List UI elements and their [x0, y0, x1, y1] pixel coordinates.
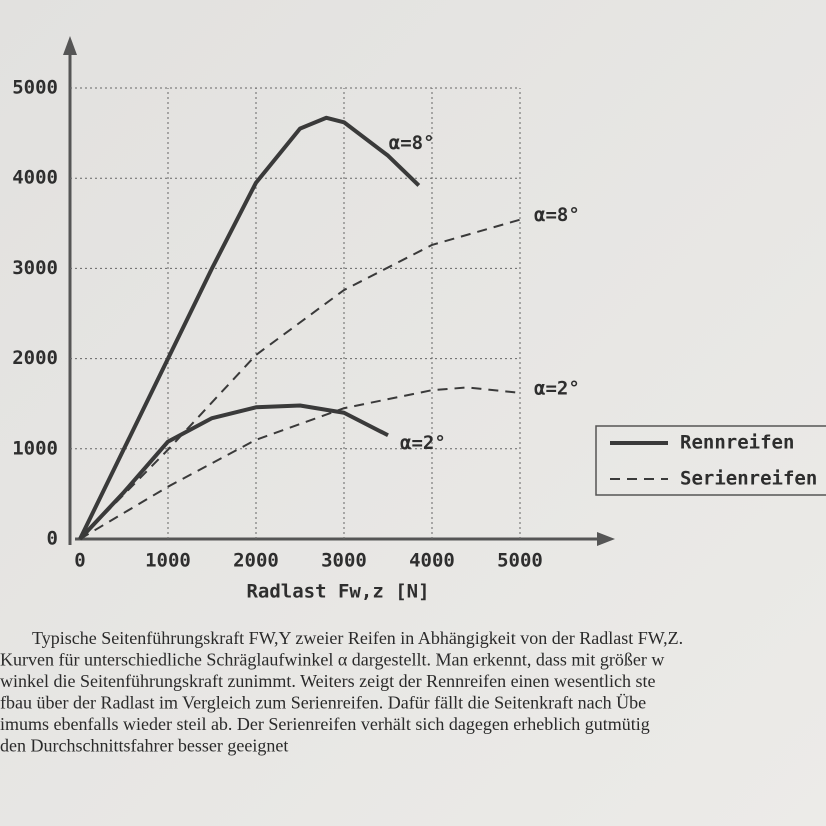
line: [78, 115, 421, 540]
series-annotation: α=8°: [389, 132, 435, 154]
legend-label: Rennreifen: [680, 432, 794, 454]
y-tick-label: 1000: [12, 437, 58, 459]
caption-line: Typische Seitenführungskraft FW,Y zweier…: [32, 628, 683, 648]
line: [79, 218, 521, 540]
series-annotation: α=2°: [400, 432, 446, 454]
caption-line: den Durchschnittsfahrer besser geeignet: [0, 736, 288, 756]
x-tick-label: 2000: [233, 550, 279, 572]
x-tick-label: 3000: [321, 550, 367, 572]
caption-line: imums ebenfalls wieder steil ab. Der Ser…: [0, 714, 650, 734]
series-annotation: α=2°: [534, 377, 580, 399]
caption-line: fbau über der Radlast im Vergleich zum S…: [0, 693, 646, 713]
y-tick-label: 4000: [12, 167, 58, 189]
x-arrow: [597, 532, 615, 546]
y-tick-label: 5000: [12, 77, 58, 99]
y-tick-label: 2000: [12, 347, 58, 369]
caption-line: Kurven für unterschiedliche Schräglaufwi…: [0, 650, 664, 670]
y-arrow: [63, 36, 77, 55]
x-tick-label: 4000: [409, 550, 455, 572]
legend-box: [595, 425, 826, 496]
line: [78, 403, 389, 541]
y-tick-label: 3000: [12, 257, 58, 279]
legend-label: Serienreifen: [680, 468, 817, 490]
x-tick-label: 0: [74, 550, 85, 572]
y-tick-label: 0: [47, 528, 58, 550]
x-tick-label: 1000: [145, 550, 191, 572]
series-annotation: α=8°: [534, 204, 580, 226]
x-tick-label: 5000: [497, 550, 543, 572]
x-axis-label: Radlast Fw,z [N]: [246, 581, 429, 603]
line: [79, 386, 521, 540]
caption-line: winkel die Seitenführungskraft zunimmt. …: [0, 671, 656, 691]
